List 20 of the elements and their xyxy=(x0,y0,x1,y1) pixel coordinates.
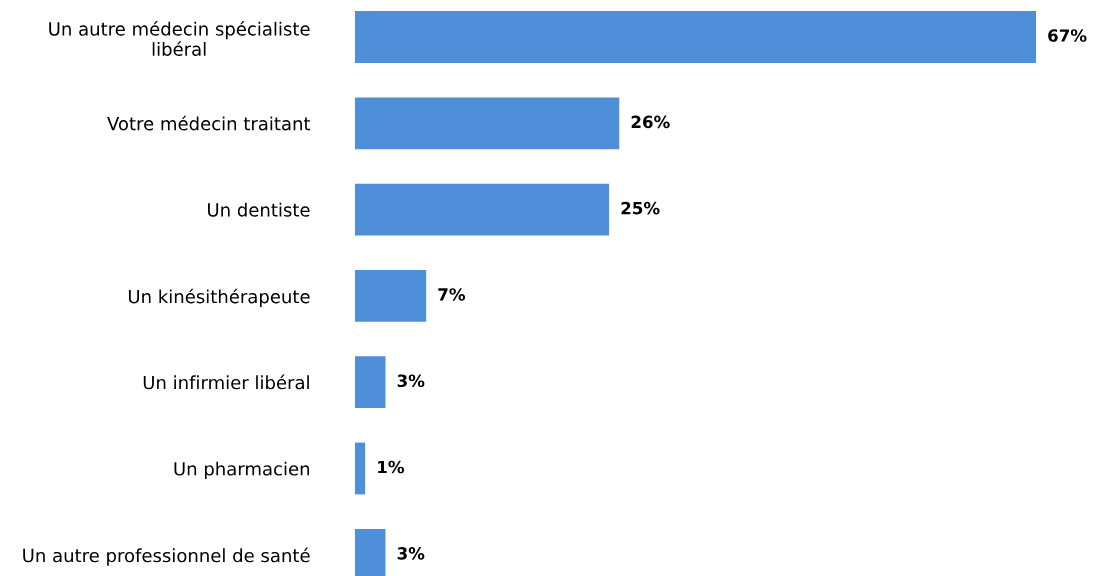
bar xyxy=(355,270,427,322)
data-label: 3% xyxy=(397,374,425,388)
y-tick-label: Un autre professionnel de santé xyxy=(23,547,310,566)
bar xyxy=(355,442,366,495)
data-label: 25% xyxy=(621,201,660,215)
data-label: 67% xyxy=(1048,29,1087,42)
y-tick-label: Un dentiste xyxy=(208,202,310,217)
data-label: 7% xyxy=(438,288,466,301)
bar xyxy=(355,356,386,409)
y-tick-label: Un autre médecin spécialiste libéral xyxy=(49,21,310,56)
data-label: 1% xyxy=(378,460,405,474)
y-tick-label: Un pharmacien xyxy=(174,461,310,480)
data-label: 3% xyxy=(397,547,425,560)
y-tick-label: Un infirmier libéral xyxy=(143,374,309,390)
y-tick-label: Votre médecin traitant xyxy=(107,115,311,131)
y-tick-label: Un kinésithérapeute xyxy=(128,288,310,307)
bar xyxy=(355,11,1036,63)
bar xyxy=(355,183,610,236)
bar xyxy=(355,97,620,150)
data-label: 26% xyxy=(631,115,670,129)
